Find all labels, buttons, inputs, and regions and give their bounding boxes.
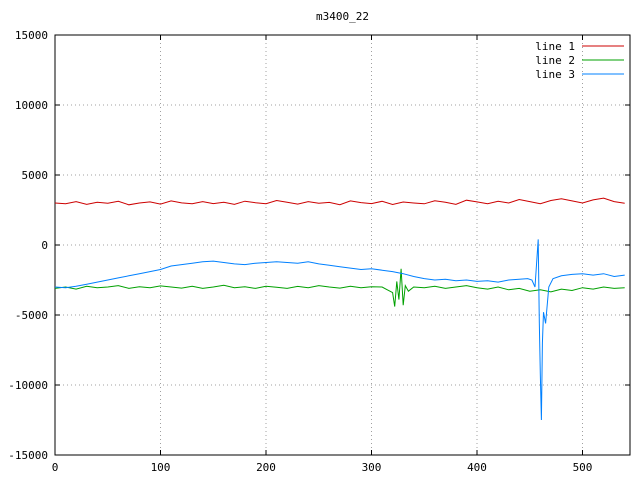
y-tick-label: 5000: [22, 169, 49, 182]
y-tick-label: 15000: [15, 29, 48, 42]
x-tick-label: 300: [362, 461, 382, 474]
series-line-1: [54, 197, 625, 206]
series-line-2: [54, 268, 625, 307]
series-line-3: [54, 239, 625, 421]
y-tick-label: -15000: [8, 449, 48, 462]
x-tick-label: 200: [256, 461, 276, 474]
legend-label: line 1: [535, 40, 575, 53]
y-tick-label: 10000: [15, 99, 48, 112]
x-tick-label: 500: [573, 461, 593, 474]
x-tick-label: 400: [467, 461, 487, 474]
y-tick-label: -5000: [15, 309, 48, 322]
chart-title: m3400_22: [316, 10, 369, 23]
x-tick-label: 100: [151, 461, 171, 474]
legend-label: line 2: [535, 54, 575, 67]
x-tick-label: 0: [52, 461, 59, 474]
y-tick-label: -10000: [8, 379, 48, 392]
y-tick-label: 0: [41, 239, 48, 252]
legend-label: line 3: [535, 68, 575, 81]
